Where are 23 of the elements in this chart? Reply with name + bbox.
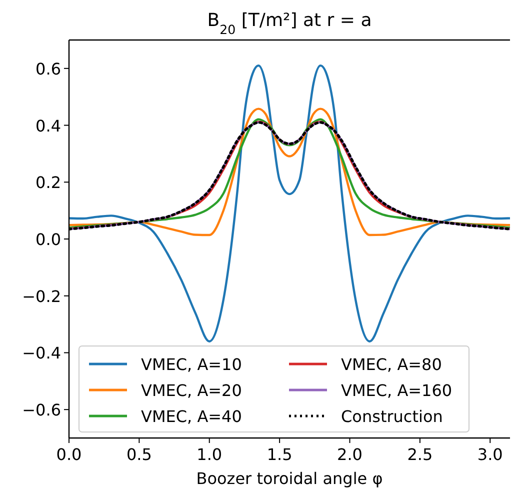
y-tick-label: −0.6 — [22, 400, 61, 420]
x-tick-label: 0.5 — [126, 445, 152, 464]
legend-label: Construction — [341, 407, 443, 426]
x-tick-label: 2.0 — [337, 445, 362, 464]
x-tick-label: 2.5 — [407, 445, 433, 464]
x-tick-label: 3.0 — [477, 445, 503, 464]
x-axis-title: Boozer toroidal angle φ — [196, 469, 383, 488]
y-tick-label: −0.2 — [22, 286, 61, 306]
legend-label: VMEC, A=40 — [141, 407, 242, 426]
x-tick-label: 1.0 — [196, 445, 222, 464]
y-tick-label: −0.4 — [22, 344, 61, 363]
legend-label: VMEC, A=160 — [341, 381, 452, 400]
y-tick-label: 0.2 — [36, 173, 61, 192]
x-tick-label: 0.0 — [56, 445, 82, 464]
legend-label: VMEC, A=20 — [141, 381, 242, 400]
y-tick-label: 0.0 — [36, 230, 61, 249]
legend-label: VMEC, A=80 — [341, 355, 442, 374]
y-tick-label: 0.6 — [36, 59, 61, 78]
chart-title: B$_{20}$ [T/m²] at r = a — [207, 10, 372, 36]
legend-label: VMEC, A=10 — [141, 355, 242, 374]
y-tick-label: 0.4 — [36, 116, 61, 136]
x-tick-label: 1.5 — [266, 445, 292, 464]
line-series — [69, 64, 510, 342]
